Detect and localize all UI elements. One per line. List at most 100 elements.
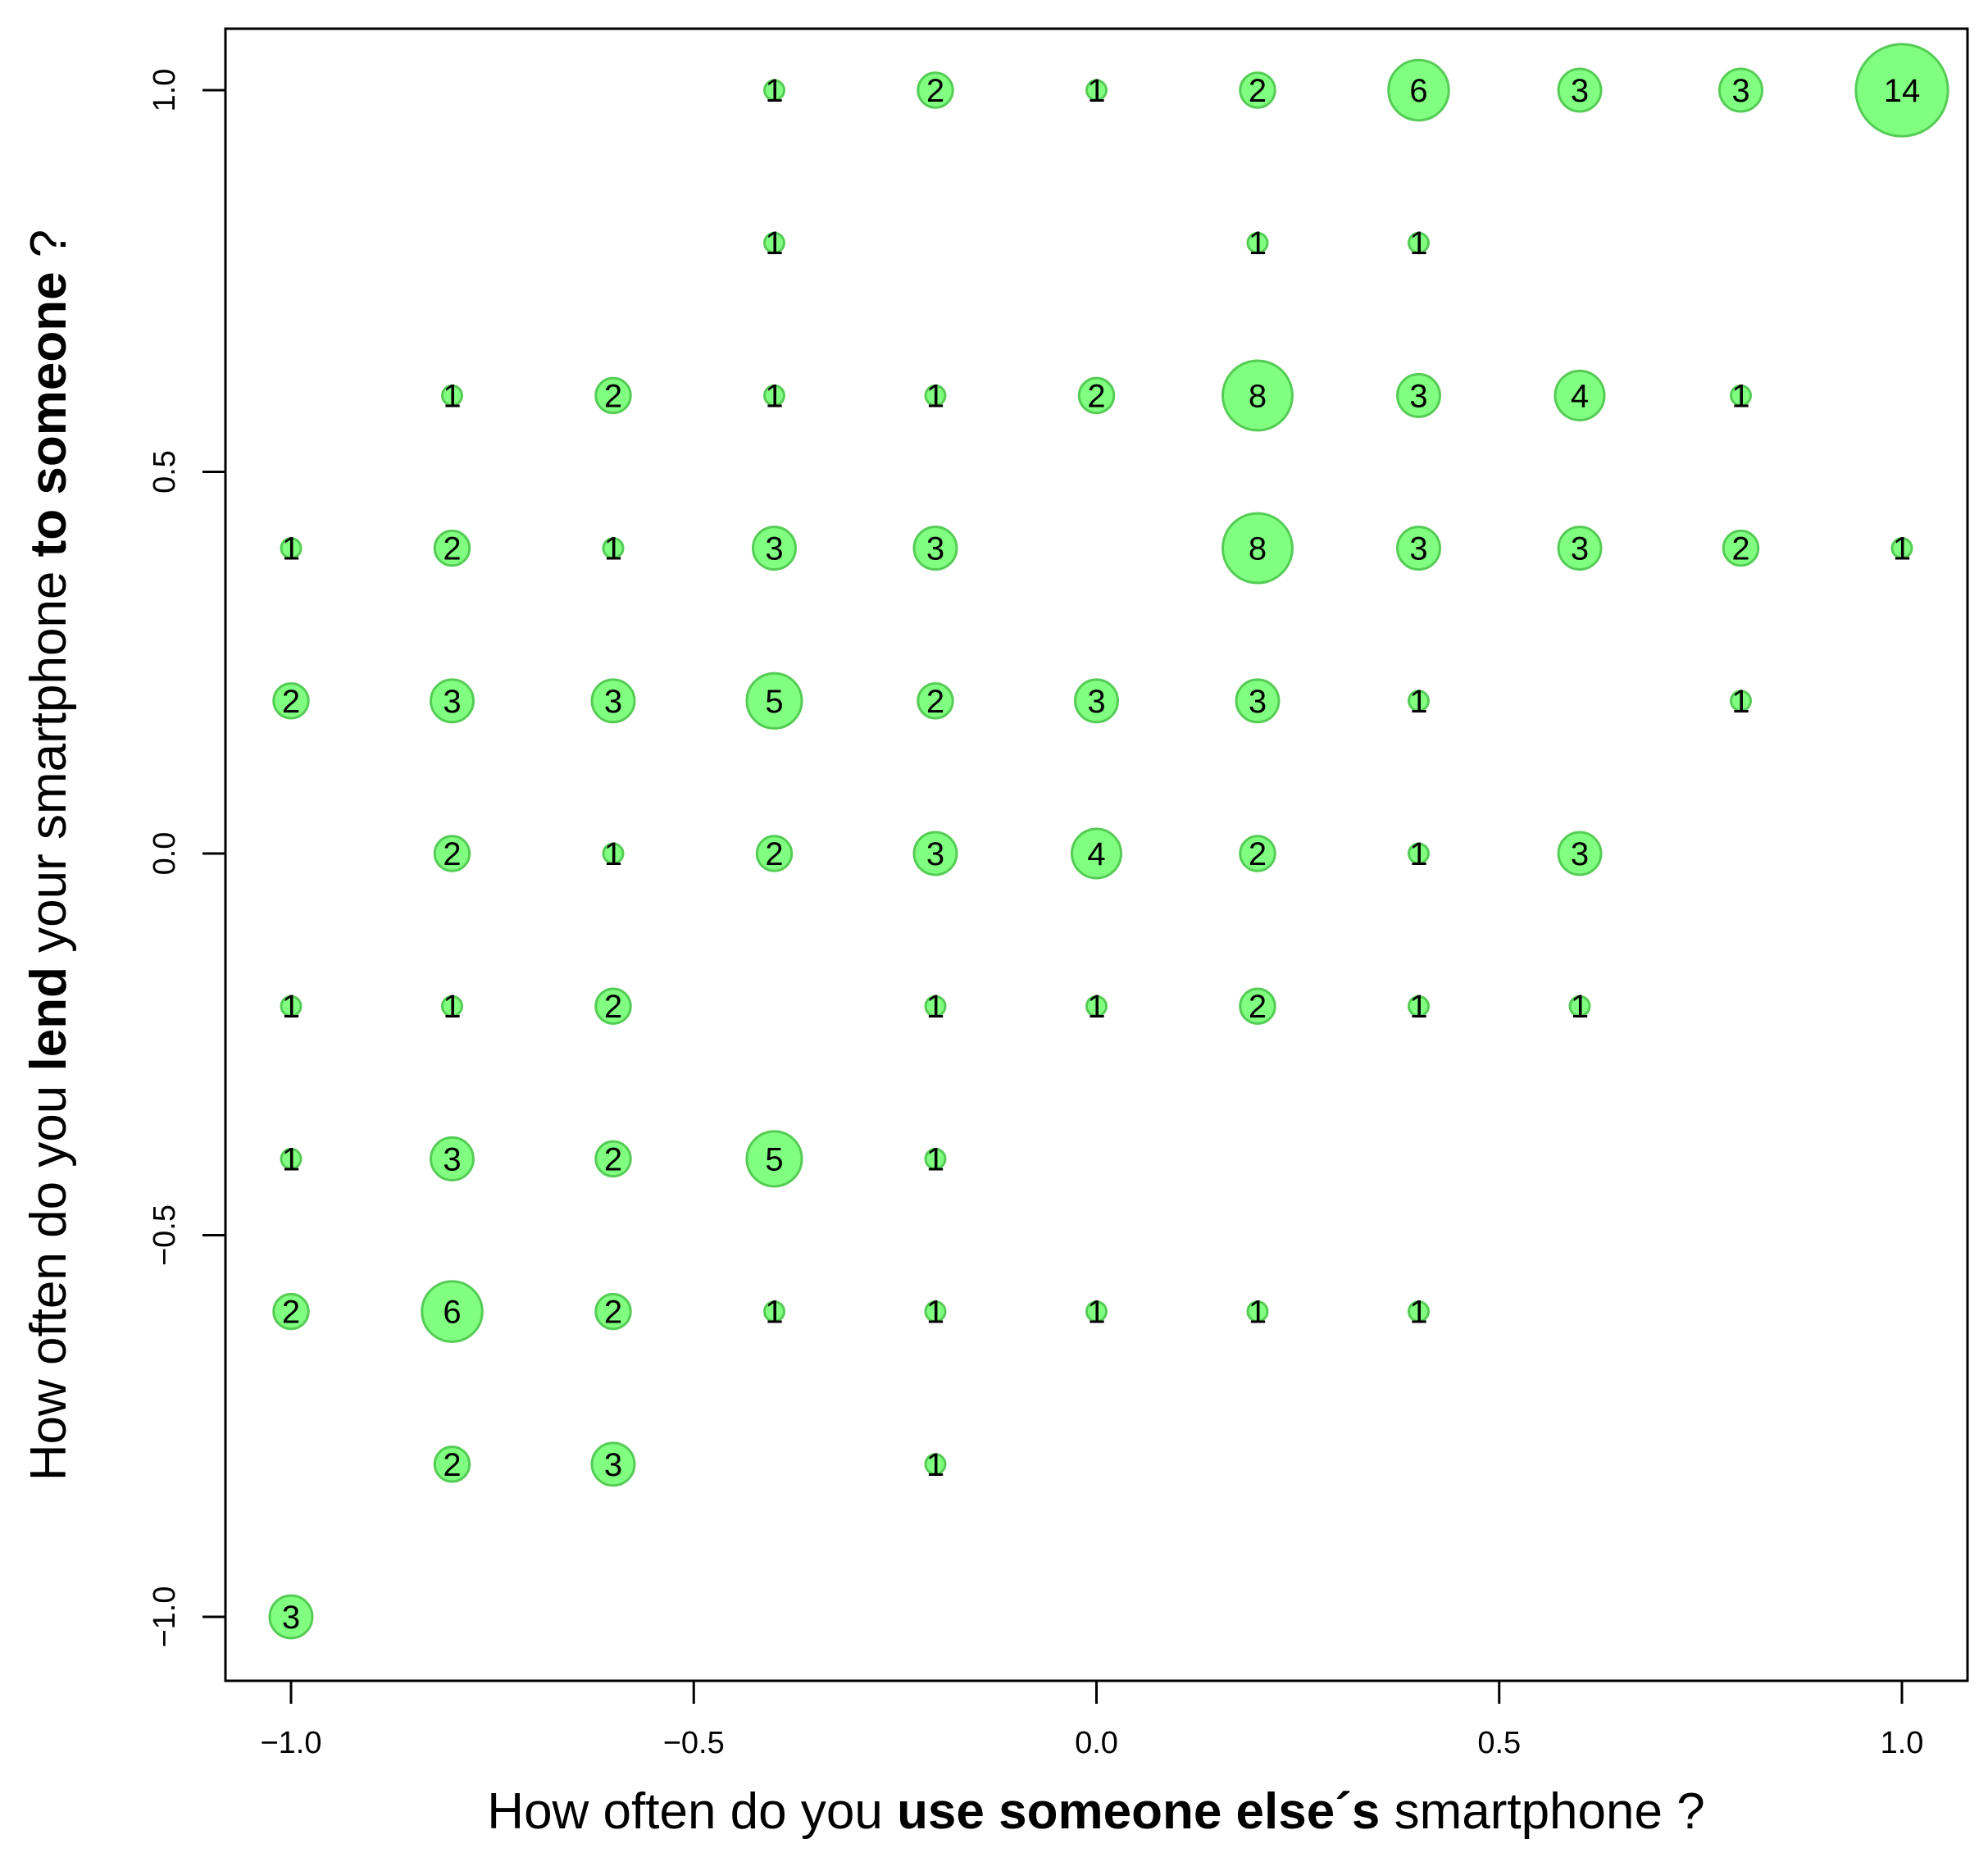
bubble <box>1246 1300 1269 1323</box>
bubble <box>1077 376 1116 415</box>
bubble <box>1239 71 1276 109</box>
y-tick-label: −0.5 <box>148 1204 182 1266</box>
bubble-label-layer: 1 2 1 2 6 3 3 141 1 11 2 1 1 2 8 3 4 11 2 1 3 3 8 3 3 2 12 3 3 5 2 3 3 1 1… <box>282 73 1920 1636</box>
bubble-count-label: 1 <box>1409 1295 1427 1331</box>
bubble-count-label: 1 <box>1409 684 1427 720</box>
bubble <box>430 678 475 724</box>
bubble-count-label: 3 <box>1087 684 1105 720</box>
bubble <box>917 682 954 720</box>
bubble <box>1557 831 1603 876</box>
bubble <box>280 995 303 1017</box>
bubble <box>441 384 463 407</box>
bubble <box>1890 537 1913 560</box>
bubble <box>912 526 958 571</box>
bubble-count-label: 1 <box>1087 73 1105 109</box>
x-tick-label: −0.5 <box>663 1726 725 1760</box>
bubble-count-label: 2 <box>1249 73 1267 109</box>
bubble-count-label: 1 <box>282 531 300 567</box>
axis-title-part: ? <box>20 230 77 272</box>
bubble-count-label: 3 <box>1249 684 1267 720</box>
bubble <box>441 995 463 1017</box>
axis-title-part: lend <box>20 967 77 1071</box>
y-tick-label: 0.5 <box>148 450 182 494</box>
bubble-count-label: 3 <box>443 1141 461 1177</box>
bubble-count-label: 2 <box>443 531 461 567</box>
bubble-count-label: 14 <box>1884 73 1921 109</box>
bubble-count-label: 1 <box>1893 531 1911 567</box>
bubble-count-label: 5 <box>765 1141 783 1177</box>
x-axis-title: How often do you use someone else´s smar… <box>487 1783 1704 1840</box>
bubble-count-label: 3 <box>604 1447 622 1483</box>
bubble-count-label: 5 <box>765 684 783 720</box>
bubble <box>594 1140 632 1178</box>
bubble-count-label: 1 <box>1731 378 1749 414</box>
bubble-count-label: 1 <box>926 989 944 1025</box>
bubble-count-label: 2 <box>443 836 461 872</box>
bubble <box>745 1130 803 1188</box>
bubble <box>1568 995 1591 1017</box>
bubble-count-label: 2 <box>604 378 622 414</box>
bubble-count-label: 1 <box>926 1295 944 1331</box>
bubble <box>1396 372 1441 418</box>
bubble-count-label: 1 <box>1409 836 1427 872</box>
bubble-count-label: 1 <box>926 1141 944 1177</box>
bubble <box>763 79 785 102</box>
x-tick-label: 0.5 <box>1477 1726 1521 1760</box>
bubble <box>1239 835 1276 872</box>
bubble <box>1239 987 1276 1025</box>
bubble <box>1071 827 1122 880</box>
bubble <box>912 831 958 876</box>
bubble-count-label: 1 <box>443 989 461 1025</box>
bubble-count-label: 4 <box>1571 378 1589 414</box>
bubble <box>763 384 785 407</box>
bubble <box>1387 58 1450 122</box>
bubble <box>1408 842 1430 865</box>
y-tick-label: 0.0 <box>148 832 182 876</box>
bubble <box>272 1292 310 1331</box>
bubble <box>1408 1300 1430 1323</box>
axis-title-part: use someone else´s <box>897 1783 1380 1840</box>
bubble <box>272 682 310 720</box>
bubble-count-label: 6 <box>1409 73 1427 109</box>
bubble-count-label: 2 <box>765 836 783 872</box>
x-tick-label: 0.0 <box>1075 1726 1118 1760</box>
bubble <box>1730 690 1752 712</box>
bubble-count-label: 1 <box>1249 1295 1267 1331</box>
bubble <box>1718 67 1763 113</box>
axis-title-part: How often do you <box>487 1783 897 1840</box>
bubble <box>268 1594 314 1640</box>
x-tick-label: −1.0 <box>260 1726 321 1760</box>
bubble <box>590 1441 636 1487</box>
bubble-count-label: 4 <box>1087 836 1105 872</box>
bubble-count-label: 1 <box>604 531 622 567</box>
bubble <box>1554 369 1606 421</box>
bubble <box>924 1453 947 1476</box>
bubble-count-label: 1 <box>765 378 783 414</box>
bubble-count-label: 1 <box>1571 989 1589 1025</box>
bubble <box>745 672 803 730</box>
bubble <box>594 376 632 415</box>
bubble-count-label: 3 <box>926 836 944 872</box>
axis-title-part: smartphone ? <box>1380 1783 1704 1840</box>
y-axis-title: How often do you lend your smartphone to… <box>20 230 77 1482</box>
bubble-count-label: 2 <box>926 73 944 109</box>
bubble <box>917 71 954 109</box>
bubble <box>755 835 794 872</box>
bubble-count-label: 3 <box>1731 73 1749 109</box>
bubble <box>1408 690 1430 712</box>
bubble-count-label: 3 <box>1409 531 1427 567</box>
bubble-count-label: 3 <box>1571 73 1589 109</box>
bubble <box>594 987 632 1025</box>
bubble-count-label: 2 <box>926 684 944 720</box>
axis-title-part: to someone <box>20 271 77 557</box>
y-tick-label: 1.0 <box>148 69 182 112</box>
bubble <box>280 1147 303 1170</box>
bubble-count-label: 3 <box>443 684 461 720</box>
bubble <box>602 537 625 560</box>
bubble-count-label: 1 <box>1087 989 1105 1025</box>
bubble-count-label: 1 <box>1409 989 1427 1025</box>
x-tick-label: 1.0 <box>1881 1726 1924 1760</box>
bubble <box>924 1147 947 1170</box>
bubble <box>1557 67 1603 113</box>
bubble-count-label: 2 <box>604 1141 622 1177</box>
